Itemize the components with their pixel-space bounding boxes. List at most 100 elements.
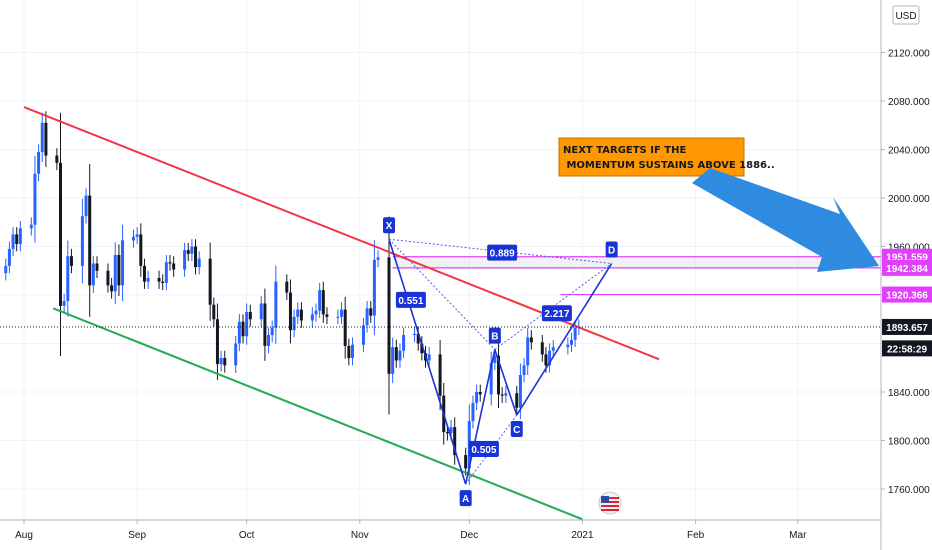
ratio-label: 0.889: [487, 244, 518, 261]
x-tick-label: Feb: [687, 530, 705, 541]
candle-body: [285, 281, 289, 293]
candle: [259, 296, 263, 327]
annotation-line-2: MOMENTUM SUSTAINS ABOVE 1886..: [563, 160, 775, 171]
time-axis[interactable]: Aug Sep Oct Nov Dec 2021 Feb Mar: [0, 519, 881, 541]
pattern-point-c: C: [510, 421, 523, 438]
ratio-label: 0.505: [468, 440, 499, 457]
candle-body: [259, 303, 263, 320]
candle: [318, 282, 322, 319]
candle-body: [369, 308, 373, 316]
y-tick-label: 2000.000: [888, 194, 930, 205]
candle: [88, 164, 92, 317]
pattern-point-label: D: [608, 245, 615, 256]
candle-body: [183, 250, 187, 270]
pattern-leg: [464, 349, 496, 485]
candle-body: [146, 278, 150, 282]
candle-body: [91, 263, 95, 286]
candle: [142, 258, 146, 289]
pattern-point-x: X: [383, 217, 395, 234]
candle-body: [219, 358, 223, 365]
ratio-value: 0.551: [398, 296, 423, 307]
candle: [361, 318, 365, 352]
candle-body: [292, 316, 296, 331]
candle-body: [113, 254, 117, 292]
candle-body: [62, 301, 66, 306]
candle: [288, 279, 292, 344]
x-tick-label: Dec: [460, 530, 478, 541]
candle: [29, 217, 33, 236]
y-tick-label: 1760.000: [888, 485, 930, 496]
candle-body: [551, 347, 555, 351]
candle-body: [500, 394, 504, 396]
candle: [464, 447, 468, 476]
currency-label: USD: [895, 11, 916, 22]
candle-body: [142, 265, 146, 282]
candle: [168, 254, 172, 271]
candle: [44, 111, 48, 168]
candle: [438, 339, 442, 411]
candle: [190, 239, 194, 262]
currency-button[interactable]: USD: [892, 5, 920, 25]
price-axis[interactable]: 1760.0001800.0001840.0001880.0001920.000…: [880, 0, 932, 550]
candle: [292, 309, 296, 338]
candle-body: [18, 228, 22, 245]
candle-body: [223, 358, 227, 366]
candle-body: [402, 335, 406, 351]
candle-body: [314, 310, 318, 315]
candle-body: [529, 337, 533, 343]
candle-body: [110, 285, 114, 292]
ratio-value: 0.505: [471, 445, 496, 456]
candle: [80, 198, 84, 284]
candle-body: [208, 258, 212, 305]
candle: [420, 336, 424, 361]
candle: [37, 144, 41, 182]
candle-body: [522, 365, 526, 376]
candle-body: [161, 281, 165, 283]
candle: [299, 302, 303, 328]
candle: [325, 307, 329, 325]
candle: [274, 265, 278, 344]
candle: [529, 330, 533, 350]
candle: [310, 307, 314, 328]
candle-body: [416, 333, 420, 344]
candle-body: [59, 162, 62, 306]
candle-body: [299, 309, 303, 321]
candle-body: [398, 350, 402, 361]
candle: [197, 251, 201, 275]
candle: [515, 385, 519, 416]
candle-body: [139, 234, 143, 266]
annotation-line-1: NEXT TARGETS IF THE: [563, 145, 686, 156]
candle: [84, 188, 88, 224]
candle: [263, 288, 267, 361]
candle-body: [478, 392, 482, 395]
ratio-tag: [487, 244, 518, 261]
flag-watermark: [598, 491, 622, 515]
candle: [245, 303, 249, 345]
y-tick-label: 2040.000: [888, 146, 930, 157]
x-tick-label: 2021: [571, 530, 594, 541]
candle: [387, 216, 391, 415]
price-tag-bg: [882, 318, 932, 335]
candle-body: [365, 308, 369, 326]
candle-body: [318, 290, 322, 311]
price-tag: 1920.366: [882, 286, 932, 303]
candle: [110, 278, 114, 299]
candle: [55, 148, 59, 171]
candle: [117, 244, 121, 296]
candle-body: [310, 314, 314, 321]
candle: [183, 242, 187, 277]
candle-body: [475, 392, 479, 403]
candle-body: [548, 350, 552, 366]
candle: [471, 395, 475, 429]
candle: [372, 240, 376, 336]
candle-body: [471, 402, 475, 422]
price-tag: 1893.657: [882, 318, 932, 335]
candle-body: [438, 354, 442, 396]
candle-body: [245, 311, 249, 337]
candle: [132, 229, 135, 248]
candle-body: [445, 432, 449, 434]
target-zone-fill: [392, 256, 881, 268]
candle-body: [347, 345, 351, 359]
candle: [336, 309, 340, 325]
